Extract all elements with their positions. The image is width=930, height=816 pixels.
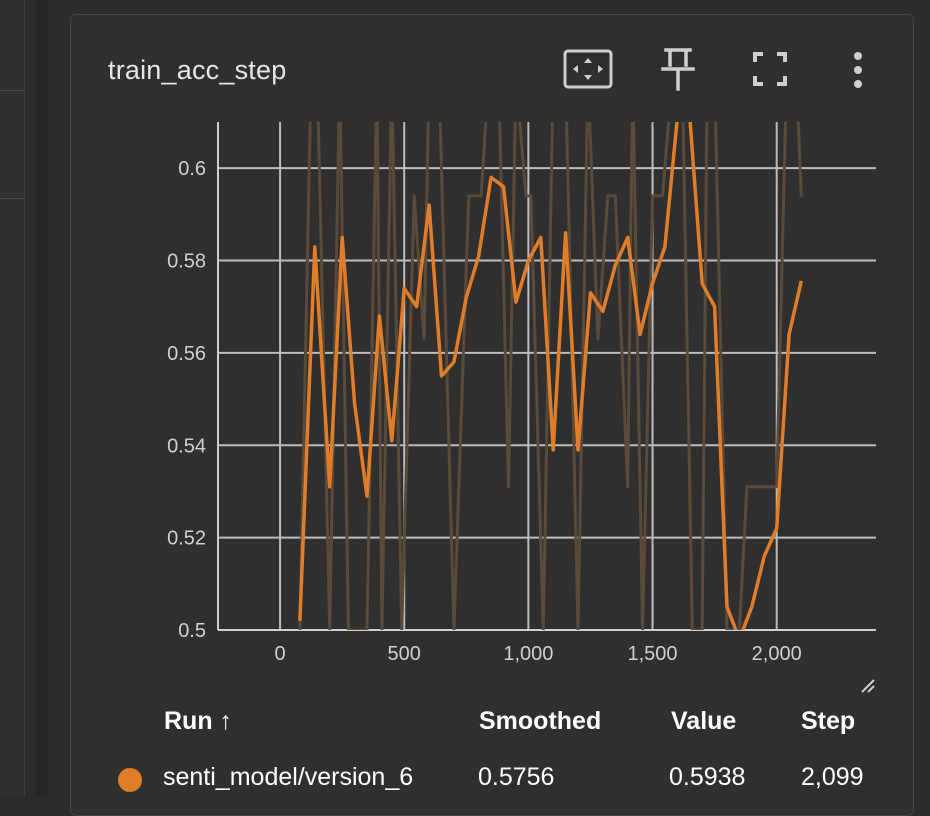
x-tick-label: 1,500	[627, 643, 677, 665]
chart-card: train_acc_step Run ↑ Smoothed Value Step…	[70, 14, 914, 816]
legend-step: 2,099	[801, 763, 864, 791]
y-tick-label: 0.56	[167, 343, 206, 365]
more-vert-icon[interactable]	[843, 45, 873, 93]
legend-smoothed-value: 0.5756	[478, 763, 555, 791]
y-tick-label: 0.58	[167, 251, 206, 273]
legend-header-smoothed[interactable]: Smoothed	[479, 707, 602, 735]
series-line-raw	[298, 122, 803, 630]
line-chart[interactable]: 0.5 0.52 0.54 0.56 0.58 0.6 0 500 1,000 1,500 2,00…	[0, 0, 930, 796]
chart-title: train_acc_step	[108, 55, 287, 85]
x-tick-label: 0	[275, 643, 286, 665]
fit-domain-icon[interactable]	[562, 45, 614, 93]
fullscreen-icon[interactable]	[750, 45, 790, 93]
left-panel-strip	[0, 0, 25, 796]
resize-handle-icon	[861, 679, 875, 693]
run-color-swatch[interactable]	[118, 768, 142, 792]
x-tick-label: 500	[388, 643, 421, 665]
legend-run-name: senti_model/version_6	[163, 763, 414, 791]
x-tick-label: 2,000	[752, 643, 802, 665]
legend-header-run[interactable]: Run ↑	[164, 707, 233, 735]
panel-resize-gutter[interactable]	[36, 0, 48, 796]
pin-icon[interactable]	[658, 45, 698, 93]
legend-header-value[interactable]: Value	[671, 707, 737, 735]
y-tick-label: 0.6	[178, 158, 206, 180]
left-panel-divider	[0, 90, 24, 91]
series-line-smoothed	[298, 122, 804, 630]
y-tick-label: 0.54	[167, 435, 206, 457]
left-panel-divider	[0, 198, 24, 199]
y-tick-label: 0.52	[167, 528, 206, 550]
legend-value: 0.5938	[669, 763, 746, 791]
x-tick-label: 1,000	[503, 643, 553, 665]
y-tick-label: 0.5	[178, 620, 206, 642]
legend-header-step[interactable]: Step	[801, 707, 856, 735]
